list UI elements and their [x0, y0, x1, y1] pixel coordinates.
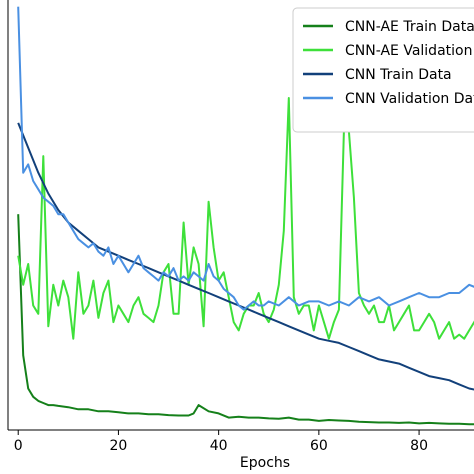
series-line-2 [17, 122, 474, 391]
legend-label-0: CNN-AE Train Data [345, 19, 474, 35]
x-tick-label-3: 60 [310, 438, 328, 454]
legend-label-2: CNN Train Data [345, 67, 452, 83]
legend-label-1: CNN-AE Validation Data [345, 43, 474, 59]
x-axis-label: Epochs [240, 455, 290, 471]
series-line-1 [17, 97, 474, 340]
plot-area [17, 6, 474, 426]
x-tick-label-2: 40 [210, 438, 228, 454]
x-axis: 0 20 40 60 80 [7, 0, 474, 454]
series-line-3 [17, 6, 474, 311]
x-tick-label-0: 0 [14, 438, 23, 454]
series-line-0 [17, 214, 474, 426]
legend-box [292, 7, 474, 133]
x-tick-label-4: 80 [410, 438, 428, 454]
legend: CNN-AE Train Data CNN-AE Validation Data C… [292, 7, 474, 133]
legend-label-3: CNN Validation Data [345, 91, 474, 107]
x-tick-label-1: 20 [110, 438, 128, 454]
